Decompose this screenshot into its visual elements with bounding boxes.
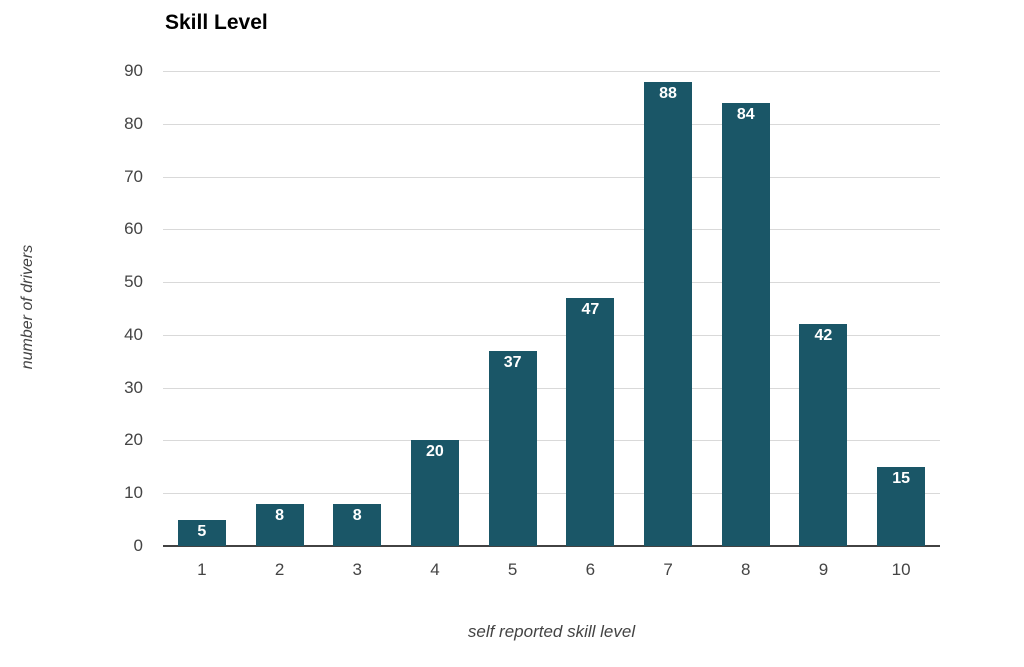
x-tick-label: 2 — [274, 560, 285, 579]
bar-value-label: 42 — [814, 327, 833, 345]
x-tick-label: 7 — [663, 560, 673, 579]
bar-2: 8 — [255, 503, 304, 546]
bar-value-label: 84 — [736, 105, 755, 123]
bar-9: 42 — [799, 324, 848, 546]
x-tick-label: 1 — [197, 560, 207, 579]
bar-3: 8 — [333, 503, 382, 546]
bar-1: 5 — [177, 519, 226, 546]
bar-6: 47 — [566, 297, 615, 546]
bar-value-label: 15 — [892, 469, 911, 487]
y-tick-label: 10 — [124, 483, 143, 503]
y-tick-label: 80 — [124, 113, 143, 133]
bar-value-label: 47 — [581, 300, 600, 318]
gridline — [163, 334, 940, 336]
gridline — [163, 229, 940, 231]
gridline — [163, 176, 940, 178]
bar-value-label: 20 — [426, 443, 444, 461]
bar-4: 20 — [410, 440, 459, 546]
gridline — [163, 440, 940, 442]
bar-value-label: 37 — [503, 353, 522, 371]
gridline — [163, 123, 940, 125]
bar-value-label: 8 — [352, 506, 362, 524]
gridline — [163, 387, 940, 389]
y-tick-label: 90 — [124, 61, 143, 80]
x-tick-label: 3 — [352, 560, 362, 579]
y-tick-label: 20 — [124, 430, 143, 450]
x-axis-line — [163, 545, 940, 547]
x-axis-title: self reported skill level — [467, 622, 636, 641]
y-axis-title: number of drivers — [19, 244, 36, 370]
plot-area: 5 8 8 20 37 47 88 84 42 15 — [163, 71, 940, 547]
bar-7: 88 — [644, 81, 693, 546]
bar-value-label: 88 — [659, 84, 677, 102]
gridline — [163, 493, 940, 495]
gridline — [163, 71, 940, 72]
x-tick-label: 10 — [891, 560, 911, 579]
bar-value-label: 5 — [197, 522, 207, 540]
y-tick-label: 50 — [124, 272, 143, 292]
y-tick-label: 70 — [124, 166, 143, 186]
y-tick-label: 30 — [124, 377, 143, 397]
y-tick-label: 40 — [124, 324, 143, 344]
chart-title: Skill Level — [165, 11, 268, 34]
bar-5: 37 — [488, 350, 537, 546]
y-tick-label: 0 — [133, 536, 143, 555]
x-tick-label: 6 — [585, 560, 596, 579]
x-tick-label: 4 — [430, 560, 440, 579]
x-tick-label: 9 — [818, 560, 829, 579]
x-tick-label: 5 — [507, 560, 518, 579]
bar-8: 84 — [721, 102, 770, 546]
bar-value-label: 8 — [275, 506, 284, 524]
y-tick-label: 60 — [124, 219, 143, 239]
bar-10: 15 — [877, 466, 926, 546]
x-tick-label: 8 — [741, 560, 751, 579]
gridline — [163, 282, 940, 284]
